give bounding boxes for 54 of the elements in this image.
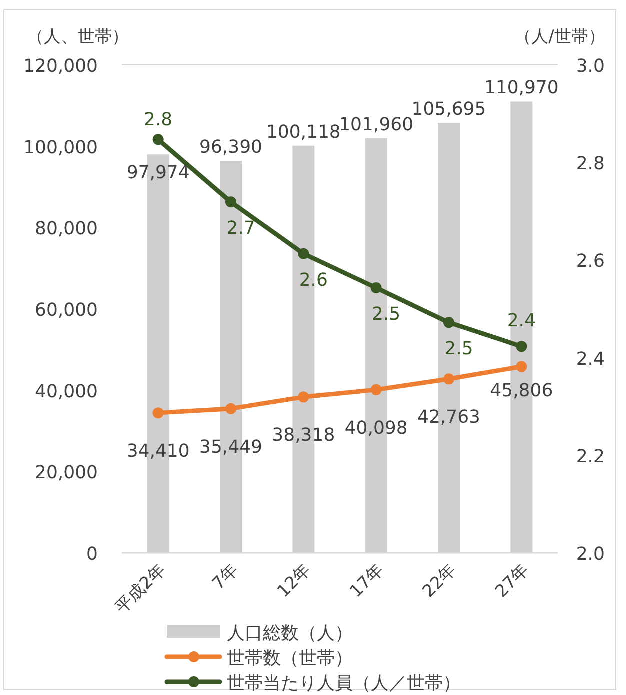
data-label: 97,974 xyxy=(126,162,190,184)
legend-label: 人口総数（人） xyxy=(227,623,353,644)
point xyxy=(516,361,528,372)
y2-tick-label: 2.4 xyxy=(576,348,605,370)
point xyxy=(152,134,164,146)
point xyxy=(444,317,454,328)
data-label: 42,763 xyxy=(418,407,480,428)
data-label: 2.5 xyxy=(444,338,474,360)
point xyxy=(226,403,236,414)
data-label: 2.8 xyxy=(144,110,173,131)
y-tick-label: 80,000 xyxy=(35,218,98,240)
legend-label: 世帯数（世帯） xyxy=(227,648,353,669)
y2-axis-title: （人/世帯） xyxy=(514,27,606,47)
y2-tick-label: 2.0 xyxy=(576,544,605,565)
data-label: 2.5 xyxy=(372,304,401,326)
y2-tick-label: 2.6 xyxy=(576,251,605,272)
y-tick-label: 40,000 xyxy=(35,381,98,402)
y-tick-label: 120,000 xyxy=(24,56,98,77)
point xyxy=(444,374,454,385)
y-tick-label: 0 xyxy=(86,544,98,565)
legend-label: 世帯当たり人員（人／世帯） xyxy=(227,673,461,694)
y-tick-label: 100,000 xyxy=(24,137,98,158)
x-tick-label: 7年 xyxy=(208,560,243,594)
x-tick-label: 27年 xyxy=(492,560,534,602)
x-tick-label: 平成2年 xyxy=(112,560,170,618)
data-label: 100,118 xyxy=(266,122,341,143)
x-tick-label: 12年 xyxy=(274,560,316,602)
y-tick-label: 20,000 xyxy=(35,462,98,484)
data-label: 40,098 xyxy=(344,418,408,439)
point xyxy=(370,282,382,294)
data-label: 38,318 xyxy=(272,425,336,446)
data-label: 35,449 xyxy=(200,436,262,458)
data-label: 34,410 xyxy=(126,441,190,462)
point xyxy=(226,196,236,208)
data-label: 45,806 xyxy=(490,380,554,402)
y2-tick-label: 2.8 xyxy=(576,154,605,175)
data-label: 101,960 xyxy=(339,114,414,136)
point xyxy=(516,341,528,352)
point xyxy=(370,384,382,396)
x-tick-label: 17年 xyxy=(346,560,388,602)
x-tick-label: 22年 xyxy=(419,560,461,602)
data-label: 110,970 xyxy=(484,78,559,99)
data-label: 96,390 xyxy=(200,137,262,158)
point xyxy=(298,248,310,260)
point xyxy=(152,408,164,419)
data-label: 2.7 xyxy=(226,218,256,240)
y2-tick-label: 3.0 xyxy=(576,56,605,77)
y2-tick-label: 2.2 xyxy=(576,446,605,468)
point xyxy=(298,392,310,403)
y-tick-label: 60,000 xyxy=(35,300,98,321)
data-label: 2.4 xyxy=(507,310,536,332)
data-label: 105,695 xyxy=(412,99,486,120)
y-axis-title: （人、世帯） xyxy=(27,27,129,47)
data-label: 2.6 xyxy=(299,270,328,291)
